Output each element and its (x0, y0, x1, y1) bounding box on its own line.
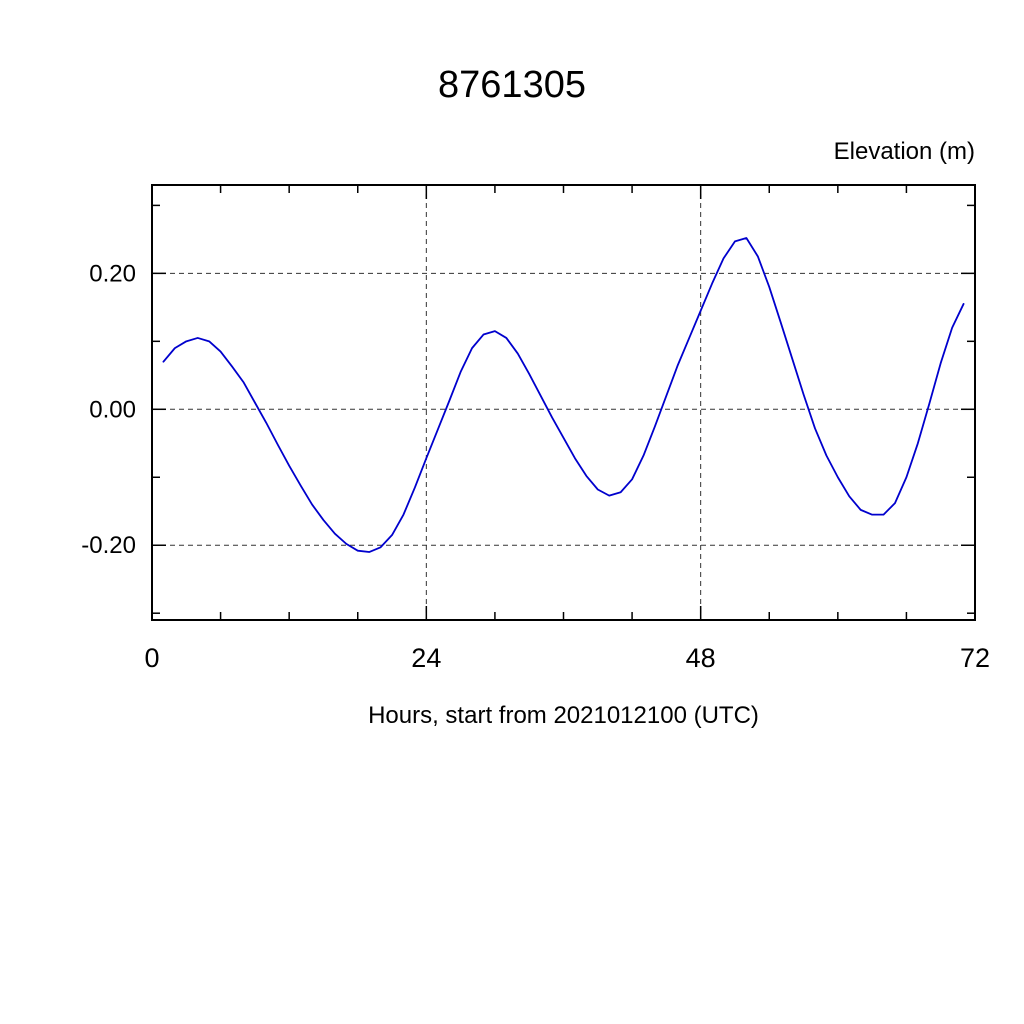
y-axis-unit-label: Elevation (m) (833, 138, 975, 165)
x-axis-label: Hours, start from 2021012100 (UTC) (368, 702, 759, 729)
x-tick-label: 72 (960, 643, 990, 673)
y-tick-label: 0.20 (89, 260, 136, 287)
x-tick-label: 24 (411, 643, 441, 673)
chart-title: 8761305 (438, 64, 586, 106)
elevation-line (162, 237, 965, 553)
x-tick-label: 0 (144, 643, 159, 673)
plot-frame (151, 184, 976, 621)
y-tick-label: -0.20 (81, 532, 136, 559)
x-tick-label: 48 (686, 643, 716, 673)
y-tick-label: 0.00 (89, 396, 136, 423)
